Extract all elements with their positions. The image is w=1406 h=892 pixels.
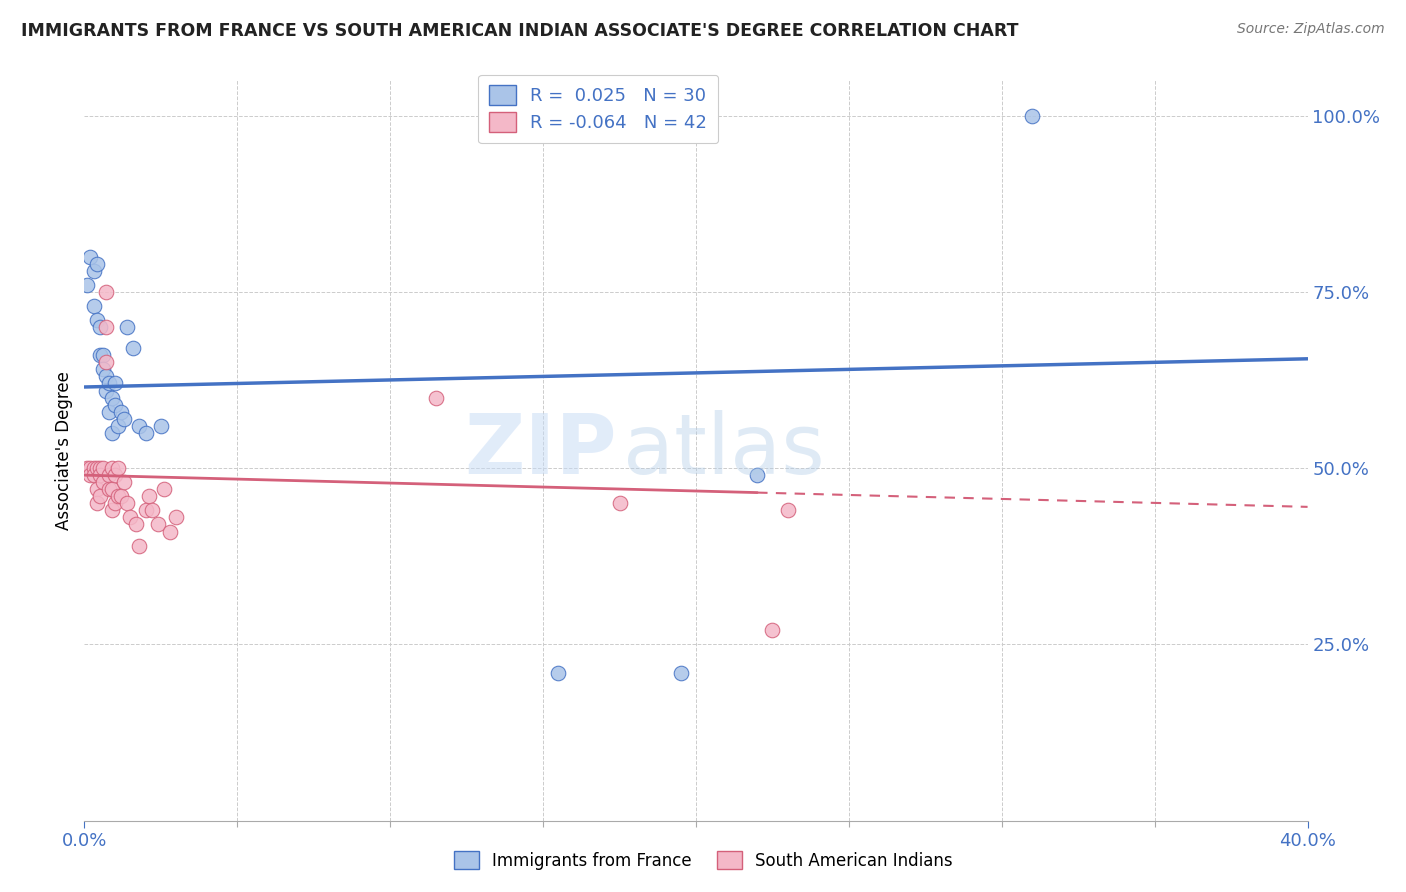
Point: [107, 461, 129, 475]
Point: [609, 496, 631, 510]
Point: [91, 461, 114, 475]
Point: [86, 257, 108, 271]
Point: [112, 411, 135, 425]
Point: [94, 320, 117, 334]
Point: [547, 665, 569, 680]
Point: [115, 496, 138, 510]
Point: [125, 517, 148, 532]
Point: [79, 250, 101, 264]
Point: [104, 496, 127, 510]
Text: atlas: atlas: [623, 410, 824, 491]
Point: [107, 418, 129, 433]
Point: [97, 405, 120, 419]
Point: [138, 489, 160, 503]
Point: [115, 320, 138, 334]
Legend: R =  0.025   N = 30, R = -0.064   N = 42: R = 0.025 N = 30, R = -0.064 N = 42: [478, 75, 718, 144]
Text: ZIP: ZIP: [464, 410, 616, 491]
Point: [86, 496, 108, 510]
Point: [94, 355, 117, 369]
Point: [146, 517, 169, 532]
Legend: Immigrants from France, South American Indians: Immigrants from France, South American I…: [447, 845, 959, 877]
Point: [97, 482, 120, 496]
Point: [83, 468, 105, 483]
Point: [91, 348, 114, 362]
Point: [94, 384, 117, 398]
Point: [128, 539, 150, 553]
Point: [149, 418, 172, 433]
Point: [83, 461, 105, 475]
Point: [110, 405, 132, 419]
Point: [141, 503, 163, 517]
Point: [89, 468, 111, 483]
Point: [110, 489, 132, 503]
Point: [1021, 109, 1043, 123]
Point: [86, 313, 108, 327]
Point: [97, 376, 120, 391]
Text: IMMIGRANTS FROM FRANCE VS SOUTH AMERICAN INDIAN ASSOCIATE'S DEGREE CORRELATION C: IMMIGRANTS FROM FRANCE VS SOUTH AMERICAN…: [21, 22, 1018, 40]
Point: [122, 341, 145, 355]
Point: [159, 524, 181, 539]
Point: [83, 263, 105, 277]
Point: [94, 285, 117, 299]
Point: [89, 320, 111, 334]
Point: [86, 461, 108, 475]
Point: [83, 299, 105, 313]
Point: [76, 277, 98, 292]
Point: [101, 503, 124, 517]
Point: [153, 482, 176, 496]
Point: [94, 369, 117, 384]
Point: [89, 489, 111, 503]
Point: [101, 391, 124, 405]
Point: [101, 482, 124, 496]
Point: [76, 461, 98, 475]
Point: [101, 461, 124, 475]
Point: [104, 376, 127, 391]
Point: [91, 475, 114, 490]
Point: [747, 468, 769, 483]
Point: [91, 362, 114, 376]
Point: [120, 510, 142, 524]
Point: [107, 489, 129, 503]
Point: [104, 468, 127, 483]
Point: [425, 391, 447, 405]
Point: [128, 418, 150, 433]
Point: [135, 503, 157, 517]
Point: [135, 425, 157, 440]
Point: [79, 468, 101, 483]
Point: [86, 482, 108, 496]
Text: Source: ZipAtlas.com: Source: ZipAtlas.com: [1237, 22, 1385, 37]
Point: [89, 348, 111, 362]
Y-axis label: Associate's Degree: Associate's Degree: [55, 371, 73, 530]
Point: [104, 398, 127, 412]
Point: [112, 475, 135, 490]
Point: [89, 461, 111, 475]
Point: [97, 468, 120, 483]
Point: [776, 503, 799, 517]
Point: [101, 425, 124, 440]
Point: [669, 665, 692, 680]
Point: [761, 624, 783, 638]
Point: [79, 461, 101, 475]
Point: [165, 510, 187, 524]
